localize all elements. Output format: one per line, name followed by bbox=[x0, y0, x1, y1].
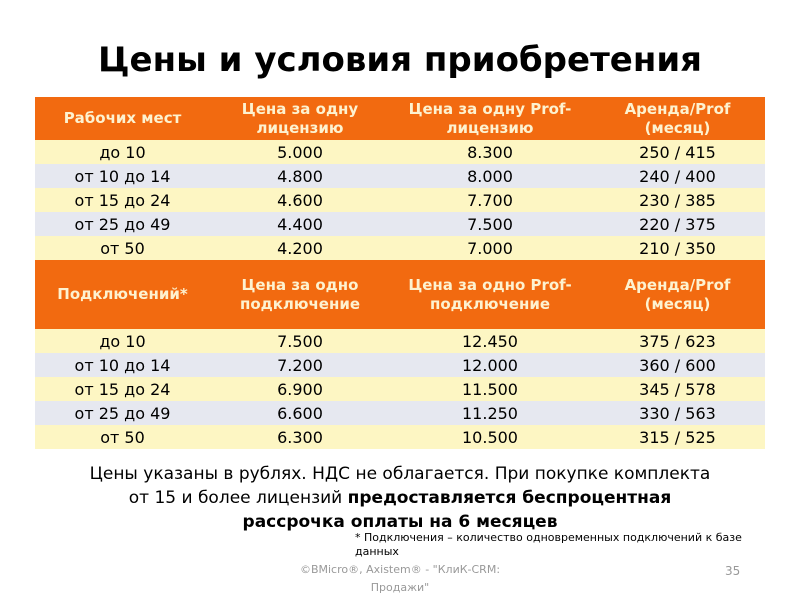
table-cell: 6.600 bbox=[210, 401, 390, 425]
table-cell: 7.200 bbox=[210, 353, 390, 377]
table-cell: 360 / 600 bbox=[590, 353, 765, 377]
table-cell: 220 / 375 bbox=[590, 212, 765, 236]
table-cell: 8.300 bbox=[390, 140, 590, 164]
table-cell: от 15 до 24 bbox=[35, 377, 210, 401]
table-cell: 12.450 bbox=[390, 329, 590, 353]
table-cell: 4.200 bbox=[210, 236, 390, 260]
table-cell: 250 / 415 bbox=[590, 140, 765, 164]
table-row: до 10 5.000 8.300 250 / 415 bbox=[35, 140, 765, 164]
table-row: от 50 4.200 7.000 210 / 350 bbox=[35, 236, 765, 260]
table-cell: от 50 bbox=[35, 236, 210, 260]
table-row: от 10 до 14 4.800 8.000 240 / 400 bbox=[35, 164, 765, 188]
table-row: до 10 7.500 12.450 375 / 623 bbox=[35, 329, 765, 353]
table-cell: 7.700 bbox=[390, 188, 590, 212]
table-cell: 345 / 578 bbox=[590, 377, 765, 401]
table-row: от 10 до 14 7.200 12.000 360 / 600 bbox=[35, 353, 765, 377]
copyright: ©BMicro®, Axistem® - "КлиК-CRM: Продажи" bbox=[299, 563, 501, 594]
workstations-header-row: Рабочих мест Цена за одну лицензию Цена … bbox=[35, 97, 765, 140]
table-cell: 210 / 350 bbox=[590, 236, 765, 260]
pricing-note: Цены указаны в рублях. НДС не облагается… bbox=[80, 462, 720, 534]
table-cell: 7.500 bbox=[210, 329, 390, 353]
note-bold-text: предоставляется беспроцентная рассрочка … bbox=[242, 488, 672, 532]
header-cell: Подключений* bbox=[35, 260, 210, 329]
connections-header-row: Подключений* Цена за одно подключение Це… bbox=[35, 260, 765, 329]
table-cell: до 10 bbox=[35, 140, 210, 164]
table-cell: от 10 до 14 bbox=[35, 164, 210, 188]
table-cell: 315 / 525 bbox=[590, 425, 765, 449]
table-cell: 4.400 bbox=[210, 212, 390, 236]
table-cell: 375 / 623 bbox=[590, 329, 765, 353]
table-cell: 5.000 bbox=[210, 140, 390, 164]
table-cell: 12.000 bbox=[390, 353, 590, 377]
table-cell: 11.500 bbox=[390, 377, 590, 401]
header-cell: Цена за одно подключение bbox=[210, 260, 390, 329]
table-cell: от 15 до 24 bbox=[35, 188, 210, 212]
table-row: от 15 до 24 6.900 11.500 345 / 578 bbox=[35, 377, 765, 401]
footnote: * Подключения – количество одновременных… bbox=[355, 531, 742, 558]
table-cell: 4.800 bbox=[210, 164, 390, 188]
page-number: 35 bbox=[725, 564, 741, 578]
table-cell: 230 / 385 bbox=[590, 188, 765, 212]
table-cell: 4.600 bbox=[210, 188, 390, 212]
table-cell: 330 / 563 bbox=[590, 401, 765, 425]
table-row: от 50 6.300 10.500 315 / 525 bbox=[35, 425, 765, 449]
table-cell: до 10 bbox=[35, 329, 210, 353]
header-cell: Рабочих мест bbox=[35, 97, 210, 140]
table-cell: 11.250 bbox=[390, 401, 590, 425]
table-cell: 10.500 bbox=[390, 425, 590, 449]
header-cell: Цена за одну лицензию bbox=[210, 97, 390, 140]
table-cell: 6.300 bbox=[210, 425, 390, 449]
price-table: Рабочих мест Цена за одну лицензию Цена … bbox=[35, 97, 765, 449]
table-cell: от 25 до 49 bbox=[35, 401, 210, 425]
table-cell: от 10 до 14 bbox=[35, 353, 210, 377]
header-cell: Аренда/Prof (месяц) bbox=[590, 260, 765, 329]
table-row: от 25 до 49 4.400 7.500 220 / 375 bbox=[35, 212, 765, 236]
table-row: от 25 до 49 6.600 11.250 330 / 563 bbox=[35, 401, 765, 425]
note-text: Цены указаны в рублях. НДС не облагается… bbox=[89, 464, 711, 508]
header-cell: Аренда/Prof (месяц) bbox=[590, 97, 765, 140]
slide-title: Цены и условия приобретения bbox=[98, 40, 702, 80]
table-cell: от 25 до 49 bbox=[35, 212, 210, 236]
table-cell: 7.500 bbox=[390, 212, 590, 236]
header-cell: Цена за одно Prof-подключение bbox=[390, 260, 590, 329]
table-cell: от 50 bbox=[35, 425, 210, 449]
table-cell: 240 / 400 bbox=[590, 164, 765, 188]
table-cell: 7.000 bbox=[390, 236, 590, 260]
table-cell: 8.000 bbox=[390, 164, 590, 188]
table-row: от 15 до 24 4.600 7.700 230 / 385 bbox=[35, 188, 765, 212]
table-cell: 6.900 bbox=[210, 377, 390, 401]
header-cell: Цена за одну Prof-лицензию bbox=[390, 97, 590, 140]
